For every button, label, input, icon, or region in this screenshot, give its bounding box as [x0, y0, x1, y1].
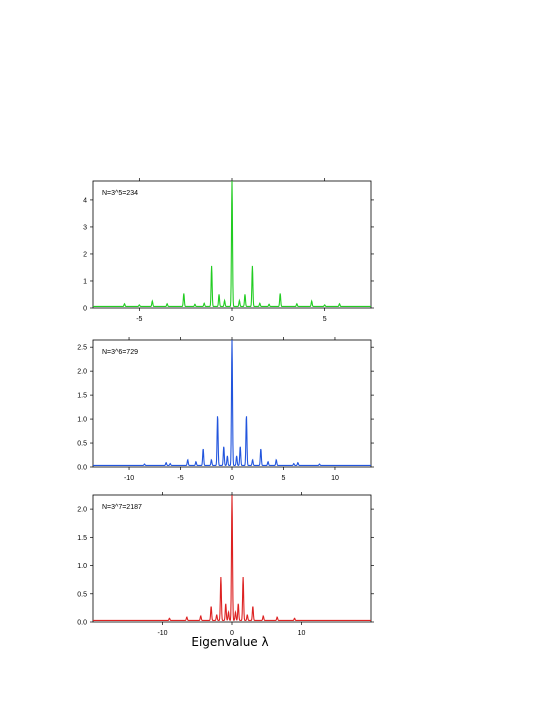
y-tick-label: 0.0: [77, 620, 87, 627]
panel-label: N=3^7=2187: [102, 504, 142, 511]
y-tick-label: 1.0: [77, 417, 87, 424]
y-tick-label: 2.0: [77, 369, 87, 376]
x-tick-label: 10: [298, 630, 306, 637]
y-tick-label: 1.0: [77, 563, 87, 570]
spectrum-line: [93, 180, 371, 308]
x-tick-label: 5: [323, 316, 327, 323]
x-tick-label: -5: [177, 475, 183, 482]
y-tick-label: 2.0: [77, 507, 87, 514]
y-tick-label: 1.5: [77, 393, 87, 400]
spectrum-line: [93, 495, 371, 622]
x-tick-label: 0: [230, 316, 234, 323]
y-tick-label: 4: [83, 197, 87, 204]
x-tick-label: 0: [230, 475, 234, 482]
panel-label: N=3^6=729: [102, 349, 138, 356]
y-tick-label: 0.5: [77, 591, 87, 598]
spectrum-panel-n234: 0 1 2 3 4 -5 0 5 N=3^5=234: [83, 178, 374, 323]
y-tick-label: 0: [83, 306, 87, 313]
y-tick-label: 0.0: [77, 465, 87, 472]
spectrum-panel-n2187: 0.0 0.5 1.0 1.5 2.0 -10 0 10 N=3^7=2187: [77, 492, 374, 637]
y-tick-label: 1.5: [77, 535, 87, 542]
y-tick-label: 1: [83, 278, 87, 285]
spectrum-line: [93, 339, 371, 467]
x-tick-label: 0: [230, 630, 234, 637]
y-tick-label: 3: [83, 224, 87, 231]
x-tick-label: -10: [124, 475, 134, 482]
y-tick-label: 0.5: [77, 441, 87, 448]
x-tick-label: 5: [282, 475, 286, 482]
x-tick-label: 10: [331, 475, 339, 482]
x-tick-label: -5: [136, 316, 142, 323]
y-tick-label: 2.5: [77, 345, 87, 352]
x-axis-label: Eigenvalue λ: [191, 635, 268, 649]
x-tick-label: -10: [157, 630, 167, 637]
spectrum-panel-n729: 0.0 0.5 1.0 1.5 2.0 2.5 -10 -5 0 5 10 N=3^6=729: [77, 337, 374, 482]
panel-label: N=3^5=234: [102, 190, 138, 197]
y-tick-label: 2: [83, 251, 87, 258]
